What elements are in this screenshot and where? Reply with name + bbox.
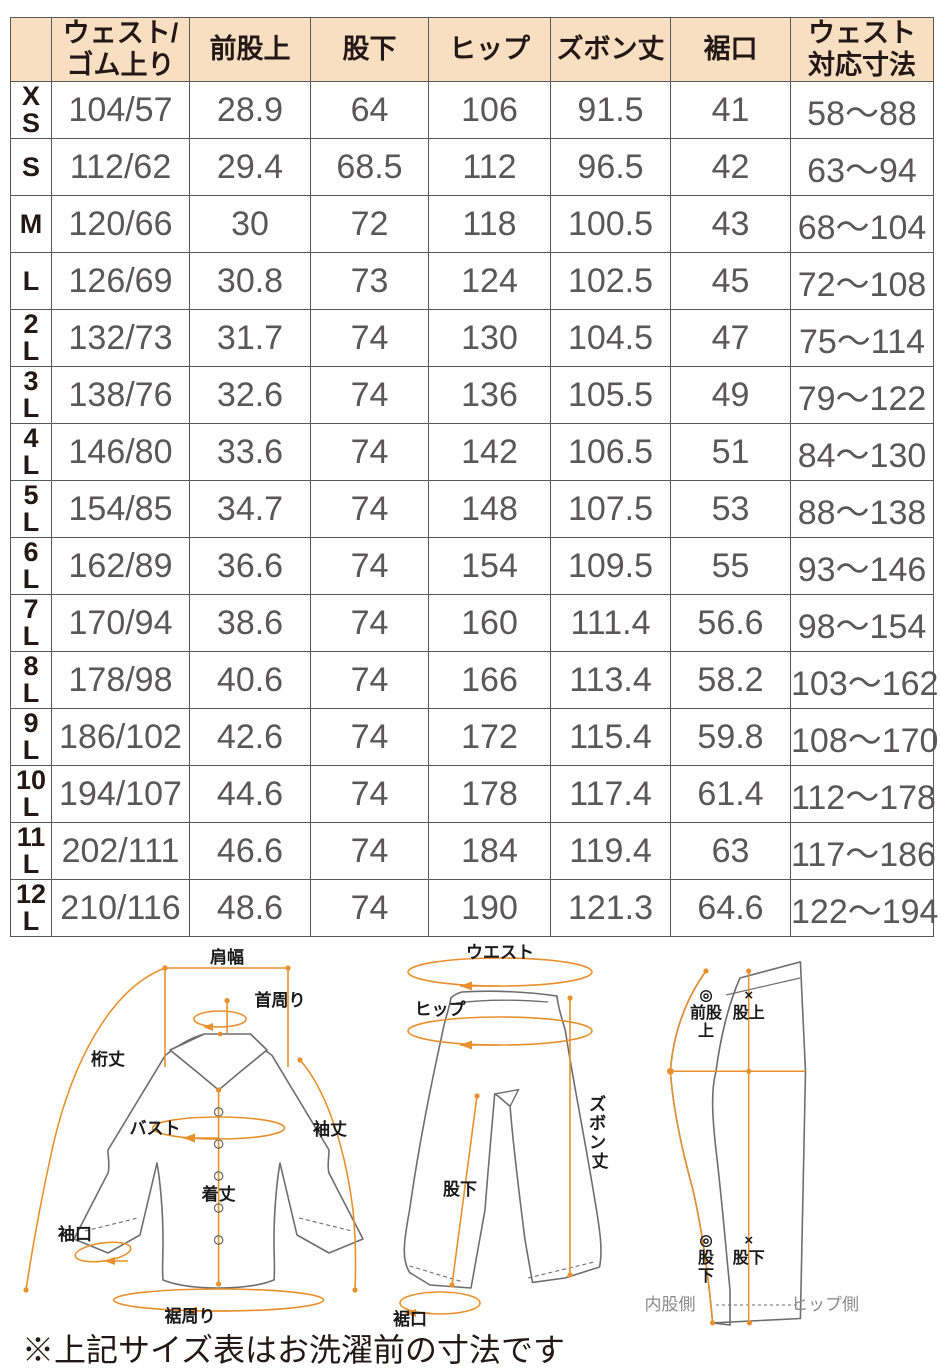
svg-text:前股: 前股 <box>690 1003 723 1022</box>
svg-text:バスト: バスト <box>130 1119 181 1138</box>
svg-text:桁丈: 桁丈 <box>91 1050 125 1069</box>
svg-text:ズ ボ ン: ズ ボ ン 丈 <box>589 1094 611 1171</box>
svg-text:股下: 股下 <box>443 1180 477 1199</box>
svg-text:ヒップ側: ヒップ側 <box>791 1295 859 1314</box>
svg-text:着丈: 着丈 <box>201 1184 236 1204</box>
svg-text:ヒップ: ヒップ <box>415 999 467 1019</box>
svg-text:裾口: 裾口 <box>393 1309 427 1329</box>
svg-text:内股側: 内股側 <box>645 1295 696 1314</box>
svg-text:股上: 股上 <box>733 1004 765 1022</box>
svg-text:◎: ◎ <box>699 1232 712 1249</box>
svg-text:上: 上 <box>698 1022 714 1040</box>
svg-text:×: × <box>744 1232 753 1249</box>
svg-text:×: × <box>744 987 753 1004</box>
svg-text:肩幅: 肩幅 <box>210 947 244 967</box>
svg-text:ウエスト: ウエスト <box>466 943 534 962</box>
svg-text:股: 股 <box>698 1249 715 1267</box>
svg-text:裾周り: 裾周り <box>165 1306 216 1326</box>
svg-text:袖口: 袖口 <box>58 1224 92 1244</box>
svg-text:首周り: 首周り <box>255 990 306 1010</box>
svg-text:◎: ◎ <box>699 987 712 1004</box>
svg-text:股下: 股下 <box>733 1249 765 1267</box>
svg-text:袖丈: 袖丈 <box>313 1119 347 1139</box>
svg-text:下: 下 <box>698 1268 714 1285</box>
